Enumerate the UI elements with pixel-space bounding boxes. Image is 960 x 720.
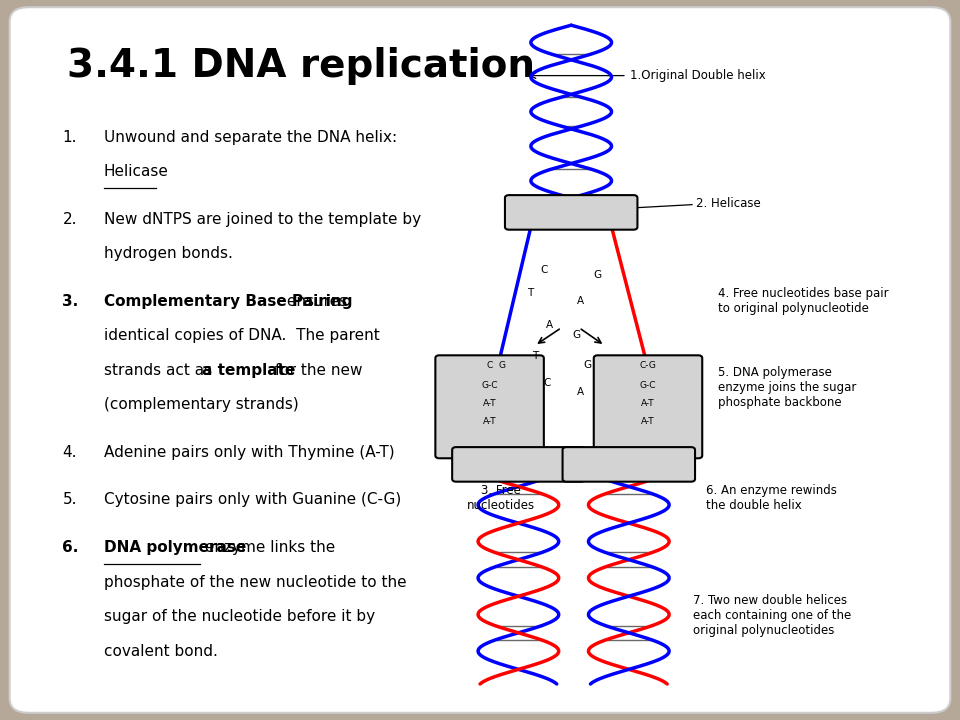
- FancyBboxPatch shape: [593, 356, 702, 459]
- Text: A-T: A-T: [641, 417, 655, 426]
- Text: 7. Two new double helices
each containing one of the
original polynucleotides: 7. Two new double helices each containin…: [693, 594, 852, 637]
- Text: 2.: 2.: [62, 212, 77, 227]
- Text: Complementary Base Pairing: Complementary Base Pairing: [104, 294, 352, 309]
- Text: 3.: 3.: [62, 294, 79, 309]
- Text: A: A: [577, 387, 585, 397]
- Text: 1.Original Double helix: 1.Original Double helix: [630, 69, 765, 82]
- Text: 3. Free
nucleotides: 3. Free nucleotides: [468, 485, 535, 512]
- Text: 5. DNA polymerase
enzyme joins the sugar
phosphate backbone: 5. DNA polymerase enzyme joins the sugar…: [718, 366, 856, 409]
- Text: 1.: 1.: [62, 130, 77, 145]
- Text: A-T: A-T: [483, 399, 496, 408]
- Text: Adenine pairs only with Thymine (A-T): Adenine pairs only with Thymine (A-T): [104, 445, 395, 460]
- Text: ensures: ensures: [282, 294, 347, 309]
- Text: A: A: [577, 296, 585, 306]
- Text: 4.: 4.: [62, 445, 77, 460]
- Text: T: T: [527, 288, 533, 298]
- Text: C: C: [540, 265, 548, 275]
- Text: for the new: for the new: [270, 363, 363, 378]
- Text: Cytosine pairs only with Guanine (C-G): Cytosine pairs only with Guanine (C-G): [104, 492, 401, 508]
- Text: (complementary strands): (complementary strands): [104, 397, 299, 413]
- Text: G: G: [584, 360, 591, 370]
- Text: identical copies of DNA.  The parent: identical copies of DNA. The parent: [104, 328, 379, 343]
- Text: 6. An enzyme rewinds
the double helix: 6. An enzyme rewinds the double helix: [706, 485, 836, 512]
- Text: A-T: A-T: [483, 417, 496, 426]
- Text: New dNTPS are joined to the template by: New dNTPS are joined to the template by: [104, 212, 420, 227]
- Text: G: G: [593, 270, 601, 280]
- Text: A: A: [545, 320, 553, 330]
- FancyBboxPatch shape: [563, 447, 695, 482]
- Text: G-C: G-C: [481, 381, 498, 390]
- Text: strands act as: strands act as: [104, 363, 217, 378]
- Text: 3.4.1 DNA replication: 3.4.1 DNA replication: [67, 47, 536, 85]
- FancyBboxPatch shape: [10, 7, 950, 713]
- Text: DNA polymerase: DNA polymerase: [104, 540, 246, 555]
- Text: a template: a template: [202, 363, 295, 378]
- FancyBboxPatch shape: [452, 447, 585, 482]
- Text: G-C: G-C: [639, 381, 657, 390]
- Text: hydrogen bonds.: hydrogen bonds.: [104, 246, 232, 261]
- Text: C-G: C-G: [639, 361, 657, 370]
- Text: G: G: [572, 330, 580, 340]
- Text: C: C: [487, 361, 492, 370]
- Text: C: C: [543, 378, 551, 388]
- Text: 5.: 5.: [62, 492, 77, 508]
- Text: 6.: 6.: [62, 540, 79, 555]
- FancyBboxPatch shape: [505, 195, 637, 230]
- Text: T: T: [533, 351, 539, 361]
- Text: G: G: [498, 361, 506, 370]
- Text: 4. Free nucleotides base pair
to original polynucleotide: 4. Free nucleotides base pair to origina…: [718, 287, 889, 315]
- FancyBboxPatch shape: [436, 356, 543, 459]
- Text: phosphate of the new nucleotide to the: phosphate of the new nucleotide to the: [104, 575, 406, 590]
- Text: enzyme links the: enzyme links the: [200, 540, 335, 555]
- Text: covalent bond.: covalent bond.: [104, 644, 218, 659]
- Text: Unwound and separate the DNA helix:: Unwound and separate the DNA helix:: [104, 130, 396, 145]
- Text: A-T: A-T: [641, 399, 655, 408]
- Text: 2. Helicase: 2. Helicase: [696, 197, 760, 210]
- Text: Helicase: Helicase: [104, 164, 169, 179]
- Text: sugar of the nucleotide before it by: sugar of the nucleotide before it by: [104, 609, 374, 624]
